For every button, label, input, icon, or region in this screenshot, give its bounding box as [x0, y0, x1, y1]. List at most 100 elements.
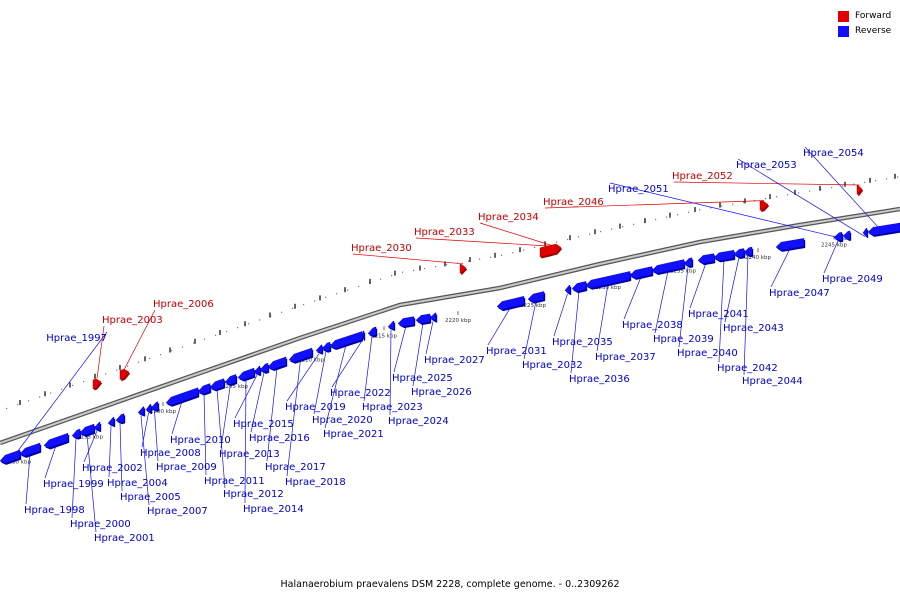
- gene-label-hprae_2040[interactable]: Hprae_2040: [677, 348, 738, 359]
- gene-arrow-hprae_2051[interactable]: [842, 230, 851, 240]
- guide-dot: [149, 357, 151, 360]
- gene-label-hprae_2005[interactable]: Hprae_2005: [120, 492, 181, 503]
- gene-arrow-hprae_2018[interactable]: [288, 347, 313, 363]
- gene-label-hprae_2027[interactable]: Hprae_2027: [424, 355, 485, 366]
- gene-label-hprae_2010[interactable]: Hprae_2010: [170, 435, 231, 446]
- gene-label-hprae_2037[interactable]: Hprae_2037: [595, 352, 656, 363]
- gene-arrow-hprae_2008[interactable]: [145, 403, 152, 413]
- gene-label-hprae_2049[interactable]: Hprae_2049: [822, 274, 883, 285]
- gene-label-hprae_2013[interactable]: Hprae_2013: [219, 449, 280, 460]
- guide-dot: [28, 400, 30, 402]
- gene-label-hprae_2034[interactable]: Hprae_2034: [478, 212, 539, 223]
- gene-arrow-hprae_2009[interactable]: [150, 401, 159, 411]
- gene-arrow-hprae_2052[interactable]: [856, 185, 863, 195]
- gene-arrow-hprae_2000[interactable]: [71, 428, 81, 439]
- gene-arrow-hprae_2030[interactable]: [459, 263, 467, 274]
- gene-label-hprae_2008[interactable]: Hprae_2008: [140, 448, 201, 459]
- gene-arrow-hprae_2054[interactable]: [867, 222, 900, 236]
- gene-label-hprae_2002[interactable]: Hprae_2002: [82, 463, 143, 474]
- gene-arrow-hprae_2035[interactable]: [564, 284, 571, 294]
- gene-label-hprae_1999[interactable]: Hprae_1999: [43, 479, 104, 490]
- gene-arrow-hprae_2027[interactable]: [429, 312, 437, 322]
- gene-label-hprae_2004[interactable]: Hprae_2004: [107, 478, 168, 489]
- gene-arrow-hprae_2025[interactable]: [397, 316, 415, 327]
- gene-arrow-hprae_2024[interactable]: [387, 320, 395, 330]
- gene-arrow-hprae_2004[interactable]: [107, 416, 115, 426]
- gene-label-hprae_2042[interactable]: Hprae_2042: [717, 363, 778, 374]
- gene-arrow-hprae_2006[interactable]: [119, 368, 130, 380]
- guide-dot: [688, 211, 690, 213]
- gene-arrow-hprae_2032[interactable]: [527, 291, 545, 303]
- leader-hprae_2006: [124, 309, 156, 370]
- gene-arrow-hprae_2031[interactable]: [496, 295, 525, 310]
- gene-label-hprae_2038[interactable]: Hprae_2038: [622, 320, 683, 331]
- gene-label-hprae_1998[interactable]: Hprae_1998: [24, 505, 85, 516]
- gene-arrow-hprae_2019[interactable]: [315, 344, 323, 354]
- gene-arrow-hprae_2034[interactable]: [540, 243, 562, 257]
- gene-arrow-hprae_2002[interactable]: [93, 421, 101, 431]
- gene-label-hprae_2035[interactable]: Hprae_2035: [552, 337, 613, 348]
- gene-label-hprae_2015[interactable]: Hprae_2015: [233, 419, 294, 430]
- gene-label-hprae_2046[interactable]: Hprae_2046: [543, 197, 604, 208]
- gene-label-hprae_2014[interactable]: Hprae_2014: [243, 504, 304, 515]
- gene-label-hprae_2043[interactable]: Hprae_2043: [723, 323, 784, 334]
- gene-label-hprae_2022[interactable]: Hprae_2022: [330, 388, 391, 399]
- gene-label-hprae_2024[interactable]: Hprae_2024: [388, 416, 449, 427]
- gene-label-hprae_2011[interactable]: Hprae_2011: [204, 476, 265, 487]
- guide-dot: [237, 327, 239, 329]
- gene-arrow-hprae_2049[interactable]: [833, 232, 843, 241]
- gene-label-hprae_2053[interactable]: Hprae_2053: [736, 160, 797, 171]
- guide-dot: [578, 236, 580, 238]
- gene-label-hprae_2031[interactable]: Hprae_2031: [486, 346, 547, 357]
- gene-arrow-hprae_2053[interactable]: [862, 228, 868, 237]
- gene-arrow-hprae_2022[interactable]: [361, 330, 365, 340]
- gene-label-hprae_2018[interactable]: Hprae_2018: [285, 477, 346, 488]
- gene-arrow-hprae_2040[interactable]: [683, 257, 693, 267]
- gene-label-hprae_2021[interactable]: Hprae_2021: [323, 429, 384, 440]
- gene-label-hprae_2052[interactable]: Hprae_2052: [672, 171, 733, 182]
- gene-label-hprae_2003[interactable]: Hprae_2003: [102, 315, 163, 326]
- guide-dot: [325, 296, 327, 298]
- gene-label-hprae_2054[interactable]: Hprae_2054: [803, 148, 864, 159]
- gene-arrow-hprae_2007[interactable]: [137, 406, 145, 416]
- gene-arrow-hprae_2046[interactable]: [759, 200, 769, 211]
- gene-label-hprae_2007[interactable]: Hprae_2007: [147, 506, 208, 517]
- gene-label-hprae_2025[interactable]: Hprae_2025: [392, 373, 453, 384]
- gene-arrow-hprae_2044[interactable]: [743, 246, 753, 256]
- gene-arrow-hprae_2047[interactable]: [775, 238, 805, 251]
- gene-label-hprae_2032[interactable]: Hprae_2032: [522, 360, 583, 371]
- gene-label-hprae_2023[interactable]: Hprae_2023: [362, 402, 423, 413]
- gene-arrow-hprae_2043[interactable]: [733, 248, 745, 258]
- gene-label-hprae_2033[interactable]: Hprae_2033: [414, 227, 475, 238]
- gene-arrow-hprae_2012[interactable]: [209, 378, 225, 390]
- gene-arrow-hprae_2017[interactable]: [267, 356, 287, 370]
- gene-label-hprae_2016[interactable]: Hprae_2016: [249, 433, 310, 444]
- leader-hprae_2038: [623, 276, 642, 320]
- gene-arrow-hprae_2023[interactable]: [367, 326, 377, 337]
- gene-label-hprae_2030[interactable]: Hprae_2030: [351, 243, 412, 254]
- gene-label-hprae_2001[interactable]: Hprae_2001: [94, 533, 155, 544]
- gene-label-hprae_2009[interactable]: Hprae_2009: [156, 462, 217, 473]
- gene-label-hprae_2036[interactable]: Hprae_2036: [569, 374, 630, 385]
- gene-arrow-hprae_2013[interactable]: [224, 374, 237, 385]
- gene-label-hprae_2051[interactable]: Hprae_2051: [608, 184, 669, 195]
- gene-arrow-hprae_2041[interactable]: [697, 253, 715, 264]
- gene-arrow-hprae_2003[interactable]: [92, 378, 102, 390]
- gene-label-hprae_2017[interactable]: Hprae_2017: [265, 462, 326, 473]
- gene-arrow-hprae_2005[interactable]: [115, 413, 125, 423]
- gene-label-hprae_2047[interactable]: Hprae_2047: [769, 288, 830, 299]
- gene-label-hprae_2044[interactable]: Hprae_2044: [742, 376, 803, 387]
- gene-arrow-hprae_1999[interactable]: [43, 432, 69, 449]
- gene-arrow-hprae_1998[interactable]: [19, 442, 41, 457]
- gene-label-hprae_2000[interactable]: Hprae_2000: [70, 519, 131, 530]
- gene-label-hprae_2026[interactable]: Hprae_2026: [411, 387, 472, 398]
- gene-arrow-hprae_2036[interactable]: [571, 281, 587, 292]
- guide-dot: [666, 216, 668, 218]
- gene-label-hprae_2012[interactable]: Hprae_2012: [223, 489, 284, 500]
- gene-label-hprae_2020[interactable]: Hprae_2020: [312, 415, 373, 426]
- gene-label-hprae_2019[interactable]: Hprae_2019: [285, 402, 346, 413]
- gene-label-hprae_2039[interactable]: Hprae_2039: [653, 334, 714, 345]
- gene-label-hprae_2041[interactable]: Hprae_2041: [688, 309, 749, 320]
- gene-label-hprae_2006[interactable]: Hprae_2006: [153, 299, 214, 310]
- gene-label-hprae_1997[interactable]: Hprae_1997: [46, 333, 107, 344]
